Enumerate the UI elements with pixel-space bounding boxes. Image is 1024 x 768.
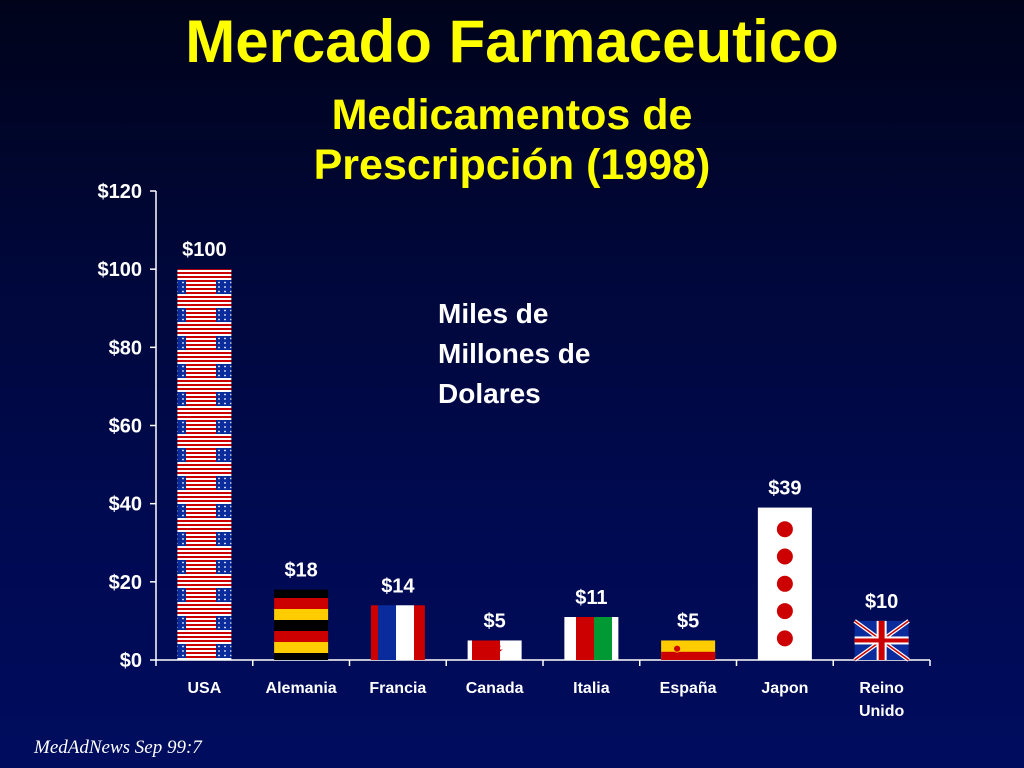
y-tick-label: $40	[109, 494, 142, 516]
y-tick-label: $80	[109, 337, 142, 359]
data-label: $10	[865, 591, 898, 613]
chart-subtitle: Medicamentos de Prescripción (1998)	[313, 91, 711, 189]
data-label: $39	[768, 478, 801, 500]
bar-spain	[661, 640, 716, 660]
x-tick-label: Italia	[573, 680, 610, 697]
y-tick-label: $100	[98, 259, 143, 281]
bar-uk	[853, 619, 910, 662]
data-label: $5	[677, 610, 699, 632]
data-label: $18	[284, 560, 317, 582]
y-tick-label: $120	[98, 181, 143, 203]
y-tick-label: $0	[120, 650, 142, 672]
x-tick-label: Francia	[369, 680, 426, 697]
bar-germany	[274, 589, 329, 660]
coat-of-arms-icon	[673, 644, 682, 653]
data-label: $14	[381, 575, 415, 597]
x-tick-label: Japon	[761, 680, 808, 697]
x-tick-label: Reino Unido	[859, 680, 905, 720]
bar-canada	[467, 640, 522, 660]
bar-usa	[177, 269, 232, 660]
data-label: $5	[484, 610, 506, 632]
source-citation: MedAdNews Sep 99:7	[34, 737, 202, 758]
units-annotation: Miles de Millones de Dolares	[438, 298, 591, 409]
x-tick-label: España	[660, 680, 717, 697]
data-label: $11	[575, 587, 607, 609]
bar-italy	[564, 617, 619, 660]
bar-france	[370, 605, 425, 660]
x-tick-label: USA	[187, 680, 221, 697]
maple-leaf-icon	[486, 642, 503, 657]
y-tick-label: $20	[109, 572, 142, 594]
bar-japan	[757, 507, 812, 660]
x-tick-label: Alemania	[266, 680, 337, 697]
data-label: $100	[182, 239, 227, 261]
chart-title: Mercado Farmaceutico	[185, 8, 839, 75]
y-tick-label: $60	[109, 416, 142, 438]
x-tick-label: Canada	[466, 680, 524, 697]
